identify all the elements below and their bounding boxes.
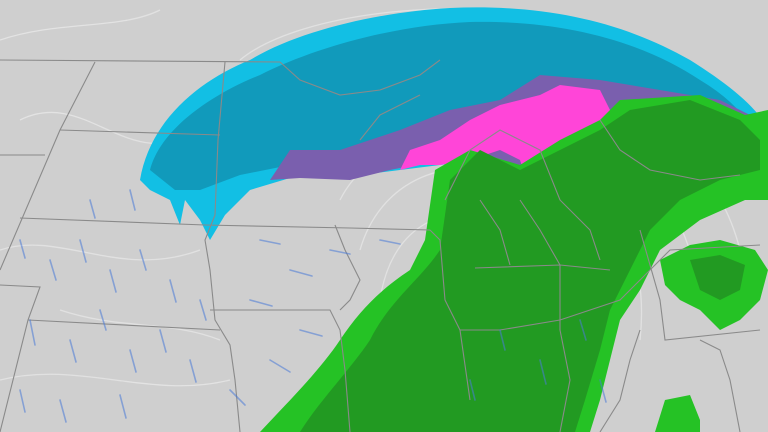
rain-heavy-northeast <box>690 255 745 300</box>
wind-streaks <box>19 189 607 423</box>
state-borders <box>0 59 761 432</box>
rain-light-southeast <box>655 395 700 432</box>
snow-heavy-area <box>150 21 750 190</box>
